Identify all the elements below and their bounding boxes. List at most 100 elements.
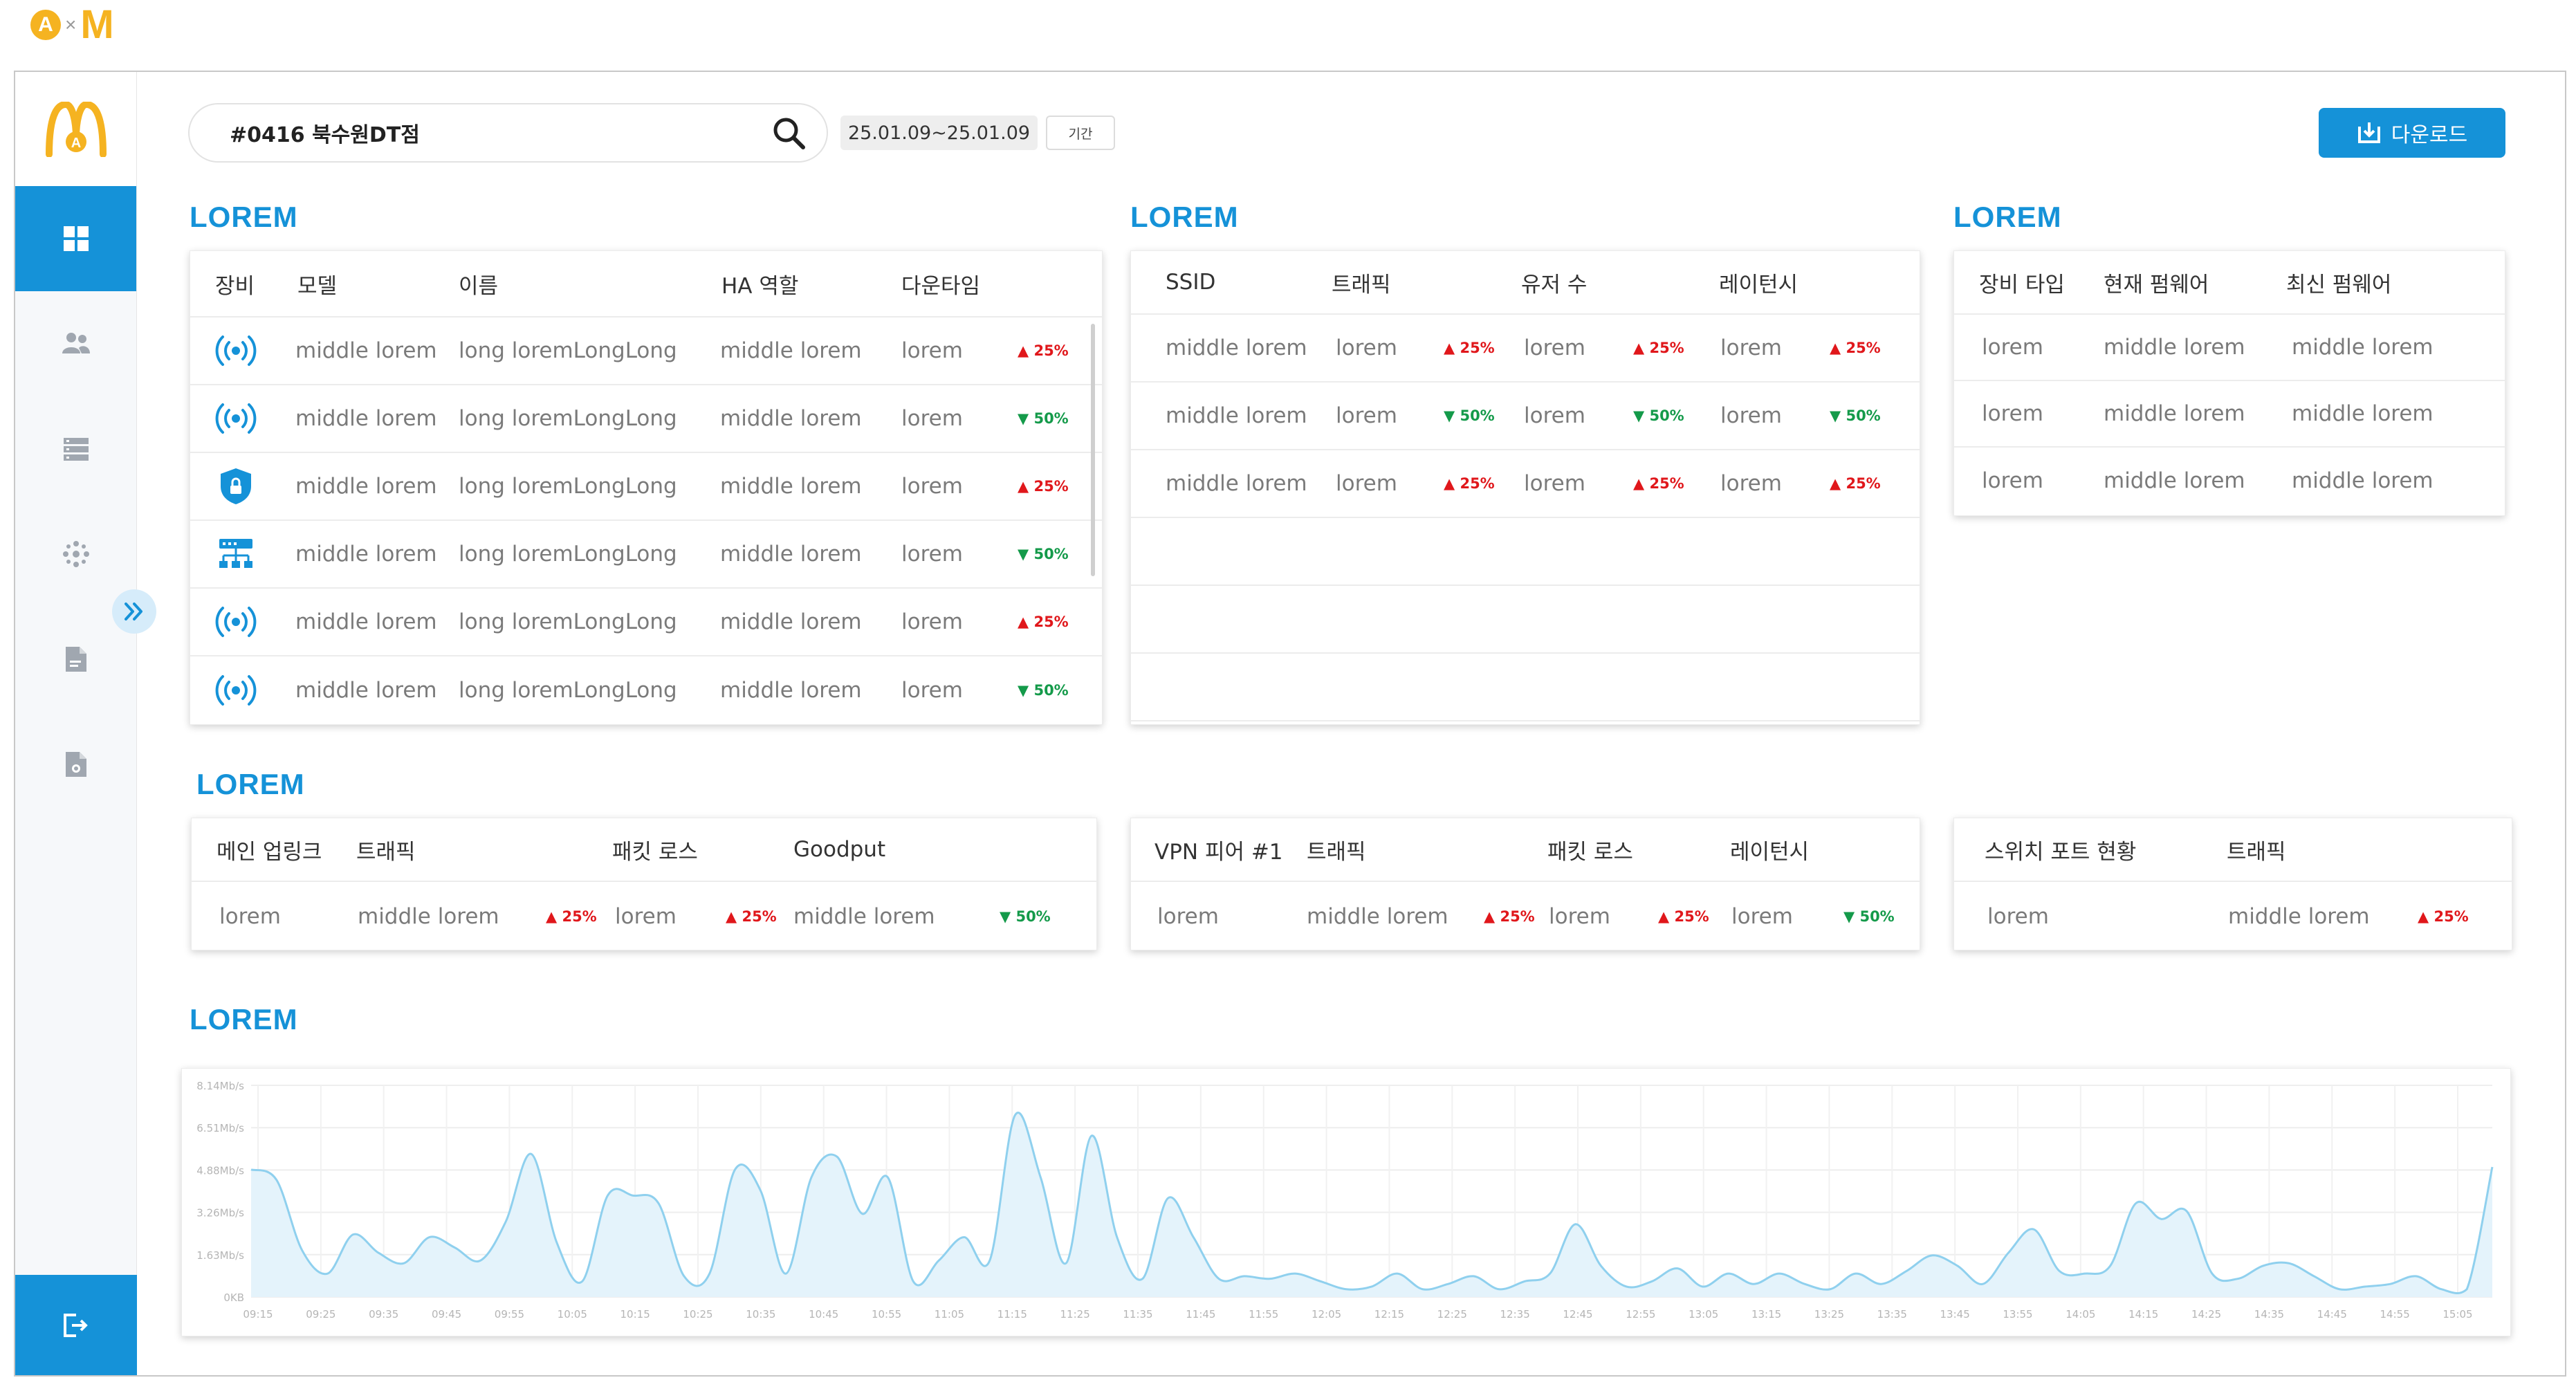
- switch-row[interactable]: lorem middle lorem ▲ 25%: [1954, 882, 2512, 950]
- x-tick-label: 14:15: [2128, 1308, 2158, 1321]
- table-row[interactable]: lorem middle lorem middle lorem: [1954, 315, 2505, 381]
- security-shield-icon: [221, 468, 251, 504]
- device-type-cell: lorem: [1982, 468, 2043, 493]
- latency-cell: lorem: [1720, 335, 1782, 360]
- col-vpn-peer: VPN 피어 #1: [1154, 839, 1283, 865]
- table-row[interactable]: middle lorem lorem ▲ 25% lorem ▲ 25% lorem ▲ 2…: [1131, 450, 1920, 518]
- nav-dashboard[interactable]: [15, 186, 136, 291]
- device-icon-cell: [214, 453, 258, 519]
- table-row[interactable]: middle lorem long loremLongLong middle lor…: [190, 453, 1102, 521]
- sidebar-expand-button[interactable]: [112, 589, 156, 634]
- ssid-panel: SSID 트래픽 유저 수 레이턴시 middle lorem lorem ▲ 25…: [1130, 250, 1920, 725]
- nav-servers[interactable]: [15, 396, 136, 502]
- col-device: 장비: [215, 273, 255, 299]
- downtime-cell: lorem: [901, 406, 963, 431]
- y-tick-label: 0KB: [223, 1291, 244, 1304]
- search-input[interactable]: #0416 북수원DT점: [230, 123, 420, 147]
- wireless-ap-icon: [215, 403, 257, 434]
- table-row[interactable]: middle lorem long loremLongLong middle lor…: [190, 521, 1102, 589]
- devices-header-row: 장비 모델 이름 HA 역할 다운타임: [190, 251, 1102, 318]
- latency-cell: lorem: [1720, 403, 1782, 428]
- period-button[interactable]: 기간: [1046, 116, 1115, 150]
- latency-change: ▲ 25%: [1830, 475, 1881, 492]
- logout-button[interactable]: [15, 1275, 137, 1375]
- x-tick-label: 13:15: [1751, 1308, 1781, 1321]
- downtime-change: ▲ 25%: [1018, 614, 1069, 630]
- name-cell: long loremLongLong: [459, 678, 677, 703]
- table-row[interactable]: middle lorem long loremLongLong middle lor…: [190, 656, 1102, 724]
- x-tick-label: 12:25: [1437, 1308, 1467, 1321]
- nav-reports[interactable]: [15, 712, 136, 817]
- model-cell: middle lorem: [295, 678, 437, 703]
- col-current-fw: 현재 펌웨어: [2104, 272, 2209, 297]
- table-row: [1131, 518, 1920, 586]
- x-tick-label: 11:15: [997, 1308, 1027, 1321]
- nav-users[interactable]: [15, 291, 136, 396]
- model-cell: middle lorem: [295, 474, 437, 499]
- uplink-goodput: middle lorem: [793, 904, 935, 929]
- x-tick-label: 11:45: [1186, 1308, 1215, 1321]
- devices-scrollbar[interactable]: [1091, 324, 1095, 576]
- table-row[interactable]: middle lorem lorem ▲ 25% lorem ▲ 25% lorem ▲ 2…: [1131, 315, 1920, 383]
- x-tick-label: 13:35: [1877, 1308, 1907, 1321]
- model-cell: middle lorem: [295, 609, 437, 634]
- y-tick-label: 8.14Mb/s: [196, 1080, 244, 1092]
- x-tick-label: 13:05: [1689, 1308, 1718, 1321]
- x-tick-label: 09:45: [432, 1308, 461, 1321]
- table-row[interactable]: middle lorem lorem ▼ 50% lorem ▼ 50% lorem ▼ 5…: [1131, 383, 1920, 450]
- wireless-ap-icon: [215, 335, 257, 366]
- latest-fw-cell: middle lorem: [2292, 335, 2434, 360]
- col-ha: HA 역할: [721, 273, 799, 299]
- svg-text:A: A: [71, 136, 80, 151]
- table-row[interactable]: middle lorem long loremLongLong middle lor…: [190, 318, 1102, 385]
- vpn-panel: VPN 피어 #1 트래픽 패킷 로스 레이턴시 lorem middle lo…: [1130, 818, 1920, 950]
- traffic-change: ▲ 25%: [1444, 340, 1495, 356]
- table-row[interactable]: lorem middle lorem middle lorem: [1954, 448, 2505, 514]
- device-icon-cell: [214, 318, 258, 384]
- date-range[interactable]: 25.01.09~25.01.09: [840, 116, 1038, 150]
- download-label: 다운로드: [2391, 123, 2468, 147]
- device-icon-cell: [214, 656, 258, 724]
- latency-change: ▼ 50%: [1830, 407, 1881, 424]
- x-tick-label: 14:45: [2317, 1308, 2347, 1321]
- x-tick-label: 13:25: [1814, 1308, 1844, 1321]
- table-row[interactable]: lorem middle lorem middle lorem: [1954, 381, 2505, 448]
- table-row[interactable]: middle lorem long loremLongLong middle lor…: [190, 385, 1102, 453]
- uplink-goodput-change: ▼ 50%: [1000, 908, 1051, 925]
- downtime-change: ▼ 50%: [1018, 682, 1069, 699]
- store-search[interactable]: #0416 북수원DT점: [188, 103, 828, 163]
- vpn-peer: lorem: [1157, 904, 1219, 929]
- device-type-cell: lorem: [1982, 401, 2043, 426]
- latency-change: ▲ 25%: [1830, 340, 1881, 356]
- col-traffic: 트래픽: [1307, 839, 1366, 865]
- firmware-panel: 장비 타입 현재 펌웨어 최신 펌웨어 lorem middle lorem mid…: [1953, 250, 2505, 516]
- col-latest-fw: 최신 펌웨어: [2286, 272, 2392, 297]
- sidebar-logo[interactable]: A: [15, 72, 136, 186]
- vpn-row[interactable]: lorem middle lorem ▲ 25% lorem ▲ 25% lor…: [1131, 882, 1920, 950]
- nav-network[interactable]: [15, 502, 136, 607]
- uplink-row[interactable]: lorem middle lorem ▲ 25% lorem ▲ 25% mid…: [192, 882, 1096, 950]
- downtime-change: ▲ 25%: [1018, 342, 1069, 359]
- ha-cell: middle lorem: [720, 542, 862, 567]
- nav-documents[interactable]: [15, 607, 136, 712]
- ssid-cell: middle lorem: [1166, 335, 1307, 360]
- uplink-loss: lorem: [615, 904, 677, 929]
- col-packet-loss: 패킷 로스: [1547, 839, 1633, 865]
- col-ssid: SSID: [1166, 270, 1216, 295]
- download-button[interactable]: 다운로드: [2319, 108, 2505, 158]
- x-tick-label: 12:05: [1312, 1308, 1341, 1321]
- x-tick-label: 09:15: [243, 1308, 273, 1321]
- col-traffic: 트래픽: [2227, 839, 2286, 865]
- table-row[interactable]: middle lorem long loremLongLong middle lor…: [190, 589, 1102, 656]
- model-cell: middle lorem: [295, 406, 437, 431]
- search-icon[interactable]: [771, 116, 806, 150]
- wireless-ap-icon: [215, 607, 257, 637]
- server-icon: [63, 438, 89, 461]
- uplink-loss-change: ▲ 25%: [726, 908, 777, 925]
- col-model: 모델: [297, 273, 338, 299]
- x-tick-label: 10:55: [872, 1308, 901, 1321]
- x-tick-label: 13:55: [2003, 1308, 2032, 1321]
- ssid-title: LOREM: [1130, 201, 1239, 233]
- traffic-area-chart[interactable]: 0KB 1.63Mb/s 3.26Mb/s 4.88Mb/s 6.51Mb/s 8.14M…: [182, 1069, 2512, 1337]
- download-icon: [2357, 122, 2380, 143]
